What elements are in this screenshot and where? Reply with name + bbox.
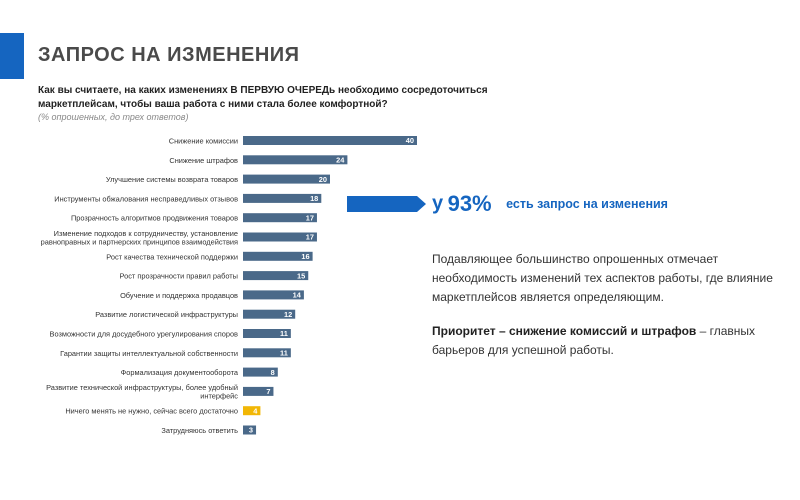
callout-value: 93% [447, 191, 492, 216]
bar-chart: 40 Снижение комиссии 24 Снижение штрафов 20 У… [41, 136, 417, 435]
category-label: Возможности для досудебного урегулирован… [50, 330, 239, 339]
category-label: Обучение и поддержка продавцов [120, 291, 238, 300]
category-label: Развитие логистической инфраструктуры [95, 310, 238, 319]
category-label: Ничего менять не нужно, сейчас всего дос… [65, 407, 238, 416]
bar-value-label: 7 [266, 387, 270, 396]
bar-5 [243, 232, 317, 242]
bar-15 [243, 425, 257, 435]
bar-3 [243, 193, 322, 203]
bar-value-label: 11 [280, 349, 288, 358]
bar-8 [243, 290, 304, 300]
bar-value-label: 15 [297, 271, 305, 280]
bar-12 [243, 367, 278, 377]
category-label: Снижение комиссии [169, 137, 238, 146]
survey-note: (% опрошенных, до трех ответов) [38, 112, 189, 122]
category-label: Инструменты обжалования несправедливых о… [54, 194, 238, 203]
bar-value-label: 4 [253, 406, 258, 415]
callout-text: есть запрос на изменения [506, 197, 668, 211]
category-label: Снижение штрафов [169, 156, 238, 165]
bar-value-label: 3 [249, 426, 253, 435]
bar-9 [243, 309, 296, 319]
category-label: Развитие технической инфраструктуры, бол… [46, 383, 238, 401]
bar-value-label: 12 [284, 310, 292, 319]
category-label: Рост прозрачности правил работы [120, 272, 238, 281]
bar-4 [243, 213, 317, 223]
bar-10 [243, 329, 291, 338]
bar-0 [243, 136, 417, 145]
bar-value-label: 20 [319, 175, 327, 184]
category-label: Затрудняюсь ответить [161, 426, 238, 435]
page-title: ЗАПРОС НА ИЗМЕНЕНИЯ [38, 44, 300, 66]
priority-rest: – главных барьеров для успешной работы. [432, 324, 756, 357]
category-label: Рост качества технической поддержки [106, 252, 238, 261]
priority-bold: Приоритет – снижение комиссий и штрафов [432, 324, 697, 338]
priority-paragraph: Приоритет – снижение комиссий и штрафов … [432, 322, 777, 360]
accent-bar [0, 33, 24, 79]
survey-question: Как вы считаете, на каких изменениях В П… [38, 85, 488, 110]
category-label: Изменение подходов к сотрудничеству, уст… [41, 229, 238, 247]
bar-14 [243, 406, 261, 416]
bar-11 [243, 348, 291, 358]
bar-value-label: 40 [406, 136, 414, 145]
bar-value-label: 17 [306, 213, 314, 222]
bar-7 [243, 271, 309, 281]
bar-6 [243, 251, 313, 261]
summary-paragraph: Подавляющее большинство опрошенных отмеч… [432, 252, 773, 304]
bar-value-label: 18 [310, 194, 318, 203]
bar-13 [243, 386, 274, 396]
callout: у 93% есть запрос на изменения [432, 191, 668, 217]
callout-prefix: у [432, 192, 444, 215]
bar-1 [243, 155, 348, 165]
category-label: Формализация документооборота [121, 368, 239, 377]
callout-arrow-icon [347, 196, 426, 212]
bar-value-label: 17 [306, 233, 314, 242]
bar-value-label: 8 [271, 368, 275, 377]
bar-value-label: 14 [293, 291, 302, 300]
bar-value-label: 16 [301, 252, 309, 261]
category-label: Улучшение системы возврата товаров [106, 175, 238, 184]
bar-value-label: 24 [336, 156, 345, 165]
bar-value-label: 11 [280, 329, 288, 338]
bar-2 [243, 174, 330, 184]
category-label: Гарантии защиты интеллектуальной собстве… [60, 349, 238, 358]
category-label: Прозрачность алгоритмов продвижения това… [71, 214, 238, 223]
